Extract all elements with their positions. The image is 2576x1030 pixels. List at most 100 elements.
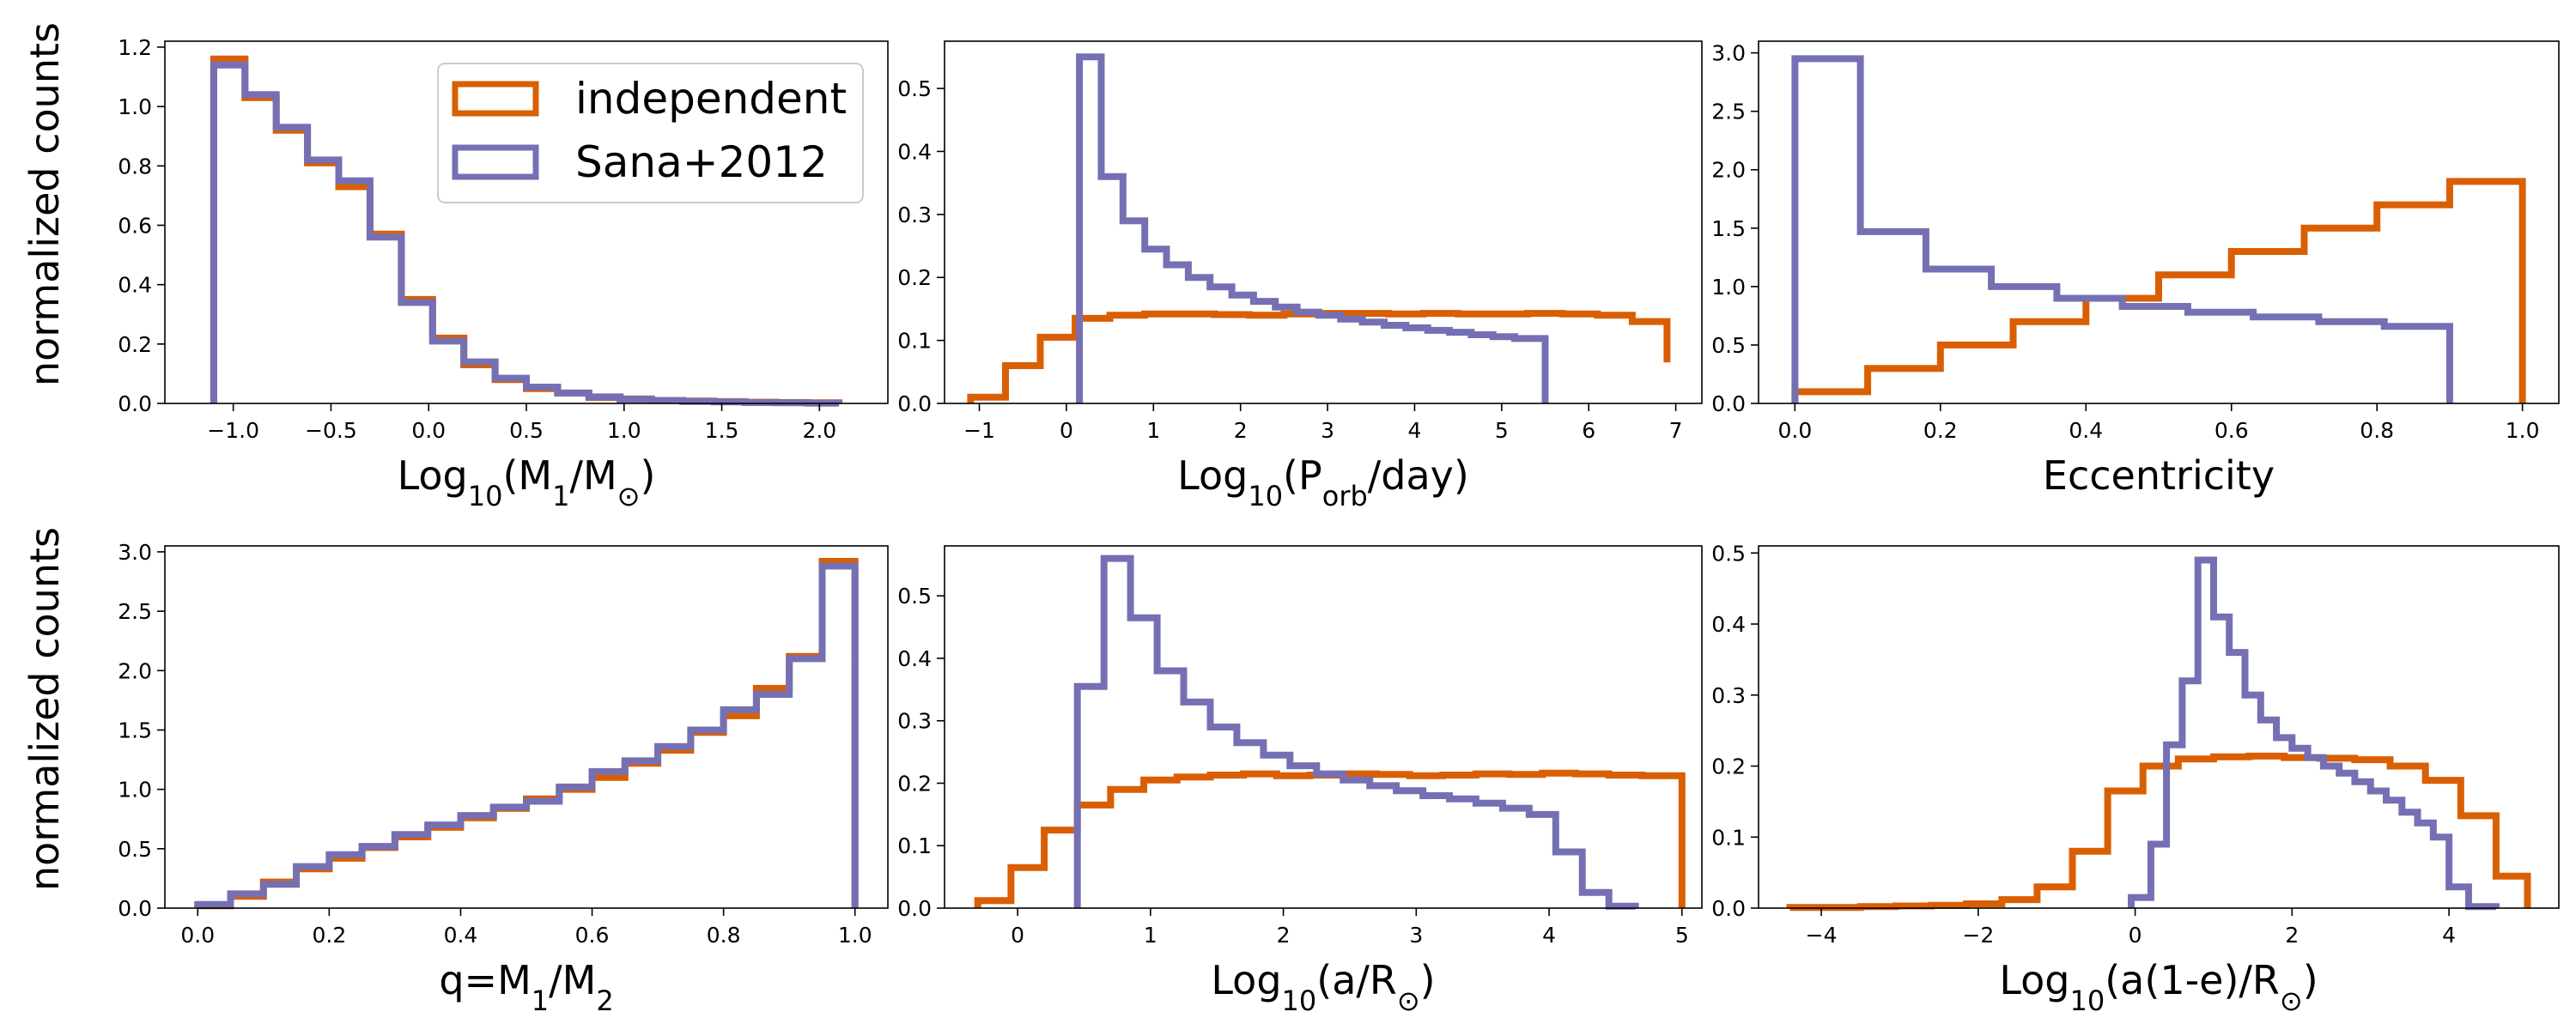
x-tick-label: 0	[2129, 923, 2142, 948]
y-tick-label: 0.5	[897, 76, 932, 101]
x-tick-label: 0.5	[509, 418, 544, 443]
panel-3: 0.0 0.2 0.4 0.6 0.8 1.0 0.0 0.5 1.0 1.5 2.0 2.5 3.0 E…	[1711, 40, 2560, 499]
y-axis-label-top: normalized counts	[21, 22, 68, 386]
axes-frame	[1758, 545, 2560, 909]
axes-frame	[944, 545, 1703, 909]
y-tick-label: 1.0	[118, 778, 152, 803]
x-tick-label: 7	[1669, 418, 1683, 443]
x-tick-label: 6	[1582, 418, 1595, 443]
y-tick-label: 3.0	[118, 540, 152, 565]
y-tick-label: 1.2	[118, 35, 152, 60]
x-tick-label: 4	[1407, 418, 1421, 443]
y-tick-label: 1.0	[1711, 275, 1746, 300]
y-tick-label: 0.6	[118, 213, 152, 238]
y-tick-label: 0.0	[897, 391, 932, 416]
y-tick-label: 0.2	[897, 265, 932, 290]
histogram-sana2012	[194, 562, 859, 908]
x-tick-label: 1.0	[838, 923, 872, 948]
x-tick-label: 0.0	[1777, 418, 1812, 443]
y-tick-label: 0.4	[118, 273, 152, 298]
x-tick-label: −2	[1962, 923, 1994, 948]
y-tick-label: 0.2	[118, 332, 152, 357]
x-tick-label: 4	[2442, 923, 2456, 948]
x-tick-label: 0	[1011, 923, 1024, 948]
x-tick-label: 0.0	[180, 923, 215, 948]
x-tick-label: 1	[1146, 418, 1160, 443]
x-tick-label: 2	[1234, 418, 1248, 443]
y-tick-label: 0.3	[897, 709, 932, 734]
x-axis-label: q=M1/M2	[439, 957, 613, 1017]
y-tick-label: 0.5	[118, 837, 152, 862]
x-axis-label: Eccentricity	[2043, 452, 2275, 499]
y-tick-label: 0.3	[897, 203, 932, 227]
panels: −1.0 −0.5 0.0 0.5 1.0 1.5 2.0 0.0 0.2 0.4 0.6 0.8 1.…	[118, 35, 2560, 1017]
histogram-sana2012	[210, 61, 843, 407]
y-axis-label-bottom: normalized counts	[21, 527, 68, 891]
x-tick-label: 0.8	[707, 923, 741, 948]
x-tick-label: −1.0	[207, 418, 259, 443]
x-tick-label: 4	[1542, 923, 1556, 948]
panel-6: −4 −2 0 2 4 0.0 0.1 0.2 0.3 0.4 0.5 Log10(a(1-e)/R⊙…	[1711, 541, 2560, 1017]
legend-label-sana: Sana+2012	[575, 137, 828, 187]
x-axis-label: Log10(Porb/day)	[1177, 452, 1469, 512]
y-tick-label: 0.1	[1711, 825, 1746, 850]
y-tick-label: 0.1	[897, 833, 932, 858]
x-tick-label: 1	[1144, 923, 1157, 948]
histogram-sana2012	[2128, 556, 2500, 911]
y-tick-label: 0.1	[897, 329, 932, 354]
legend-frame	[437, 63, 864, 203]
x-tick-label: 0.6	[575, 923, 610, 948]
x-tick-label: 1.5	[705, 418, 739, 443]
x-tick-label: 2	[2285, 923, 2299, 948]
x-tick-label: 5	[1495, 418, 1509, 443]
y-axis-labels: normalized counts normalized counts	[21, 22, 68, 891]
x-tick-label: −0.5	[305, 418, 357, 443]
x-tick-label: 0.0	[411, 418, 446, 443]
x-tick-label: 0.2	[1923, 418, 1958, 443]
y-tick-label: 0.0	[897, 896, 932, 921]
x-tick-label: −4	[1806, 923, 1838, 948]
y-tick-label: 2.5	[1711, 100, 1746, 124]
x-tick-label: −1	[963, 418, 995, 443]
x-tick-label: 0.2	[312, 923, 346, 948]
y-tick-label: 0.2	[1711, 754, 1746, 779]
axes-frame	[1758, 40, 2560, 404]
x-tick-label: 0	[1060, 418, 1073, 443]
y-tick-label: 1.0	[118, 94, 152, 119]
x-axis-label: Log10(a(1-e)/R⊙)	[1999, 957, 2318, 1017]
y-tick-label: 2.5	[118, 599, 152, 624]
y-tick-label: 0.4	[897, 646, 932, 671]
y-tick-label: 0.3	[1711, 683, 1746, 708]
x-tick-label: 0.4	[2069, 418, 2103, 443]
legend-swatch-independent	[452, 81, 539, 117]
y-tick-label: 2.0	[118, 658, 152, 683]
legend: independent Sana+2012	[437, 63, 864, 203]
y-tick-label: 0.5	[1711, 541, 1746, 566]
y-tick-label: 0.0	[118, 896, 152, 921]
panel-1: −1.0 −0.5 0.0 0.5 1.0 1.5 2.0 0.0 0.2 0.4 0.6 0.8 1.…	[118, 35, 889, 512]
x-tick-label: 0.6	[2215, 418, 2249, 443]
histogram-sana2012	[1791, 55, 2453, 403]
y-tick-label: 0.0	[118, 391, 152, 416]
x-tick-label: 5	[1675, 923, 1689, 948]
y-tick-label: 0.4	[897, 139, 932, 164]
x-tick-label: 2.0	[802, 418, 836, 443]
panel-4: 0.0 0.2 0.4 0.6 0.8 1.0 0.0 0.5 1.0 1.5 2.0 2.5 3.0 q…	[118, 540, 889, 1017]
axes-frame	[944, 40, 1703, 404]
histogram-sana2012	[1076, 53, 1549, 403]
x-tick-label: 2	[1277, 923, 1291, 948]
x-tick-label: 1.0	[607, 418, 641, 443]
y-tick-label: 1.5	[1711, 216, 1746, 241]
axes-frame	[164, 545, 889, 909]
histogram-independent	[1786, 752, 2531, 912]
panel-2: −1 0 1 2 3 4 5 6 7 0.0 0.1 0.2 0.3 0.4 0.5 Log10(Porb/d…	[897, 40, 1703, 512]
x-tick-label: 1.0	[2506, 418, 2540, 443]
y-tick-label: 0.8	[118, 154, 152, 179]
x-tick-label: 3	[1409, 923, 1423, 948]
x-axis-label: Log10(M1/M⊙)	[398, 452, 656, 512]
panel-5: 0 1 2 3 4 5 0.0 0.1 0.2 0.3 0.4 0.5 Log10(a/R⊙)	[897, 545, 1703, 1017]
histogram-independent	[1791, 178, 2526, 403]
legend-swatch-sana	[452, 144, 539, 180]
x-tick-label: 0.4	[444, 923, 478, 948]
